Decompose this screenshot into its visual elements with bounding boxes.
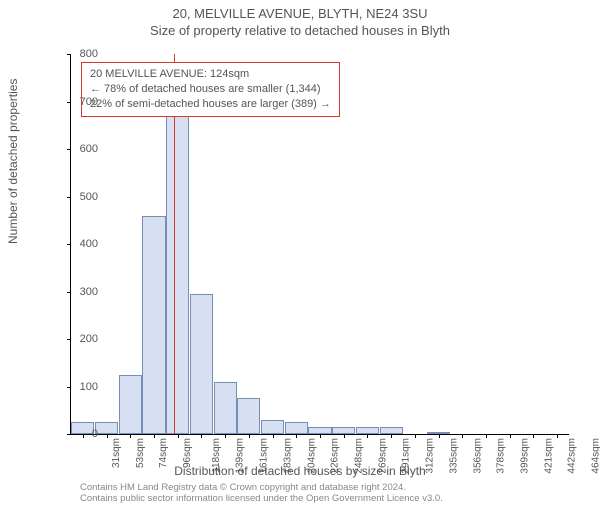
y-tick-label: 700 <box>68 96 98 108</box>
histogram-bar <box>308 427 331 434</box>
x-tick-mark <box>486 434 487 438</box>
x-tick-mark <box>130 434 131 438</box>
x-tick-mark <box>391 434 392 438</box>
histogram-bar <box>380 427 403 434</box>
x-tick-mark <box>462 434 463 438</box>
x-tick-mark <box>439 434 440 438</box>
x-tick-mark <box>510 434 511 438</box>
annotation-line: ← 78% of detached houses are smaller (1,… <box>90 82 331 97</box>
x-tick-mark <box>320 434 321 438</box>
annotation-line: 20 MELVILLE AVENUE: 124sqm <box>90 67 331 82</box>
x-tick-mark <box>154 434 155 438</box>
histogram-bar <box>356 427 379 434</box>
footnote-line: Contains HM Land Registry data © Crown c… <box>80 482 580 493</box>
x-tick-mark <box>533 434 534 438</box>
footnote-line: Contains public sector information licen… <box>80 493 580 504</box>
x-tick-mark <box>296 434 297 438</box>
y-tick-label: 300 <box>68 286 98 298</box>
histogram-bar <box>95 422 118 434</box>
x-tick-mark <box>107 434 108 438</box>
x-axis-label: Distribution of detached houses by size … <box>0 464 600 478</box>
annotation-box: 20 MELVILLE AVENUE: 124sqm← 78% of detac… <box>81 62 340 117</box>
y-axis-label: Number of detached properties <box>6 79 20 244</box>
x-tick-mark <box>557 434 558 438</box>
y-tick-label: 100 <box>68 381 98 393</box>
y-tick-label: 800 <box>68 48 98 60</box>
histogram-bar <box>285 422 308 434</box>
histogram-bar <box>237 398 260 434</box>
x-tick-mark <box>344 434 345 438</box>
x-tick-mark <box>249 434 250 438</box>
y-tick-label: 600 <box>68 143 98 155</box>
chart-title-sub: Size of property relative to detached ho… <box>0 23 600 38</box>
histogram-bar <box>214 382 237 434</box>
histogram-bar <box>142 216 165 435</box>
x-tick-mark <box>367 434 368 438</box>
histogram-bar <box>332 427 355 434</box>
y-tick-label: 500 <box>68 191 98 203</box>
histogram-bar <box>261 420 284 434</box>
x-tick-mark <box>273 434 274 438</box>
y-tick-label: 0 <box>68 428 98 440</box>
x-tick-mark <box>225 434 226 438</box>
x-tick-mark <box>201 434 202 438</box>
x-tick-mark <box>415 434 416 438</box>
annotation-line: 22% of semi-detached houses are larger (… <box>90 97 331 112</box>
y-tick-label: 400 <box>68 238 98 250</box>
histogram-bar <box>166 78 189 434</box>
chart-footnote: Contains HM Land Registry data © Crown c… <box>80 482 580 505</box>
histogram-bar <box>119 375 142 434</box>
chart-title-main: 20, MELVILLE AVENUE, BLYTH, NE24 3SU <box>0 6 600 21</box>
chart-plot-area: 31sqm53sqm74sqm96sqm118sqm139sqm161sqm18… <box>70 54 569 435</box>
y-tick-label: 200 <box>68 333 98 345</box>
x-tick-mark <box>178 434 179 438</box>
histogram-bar <box>190 294 213 434</box>
